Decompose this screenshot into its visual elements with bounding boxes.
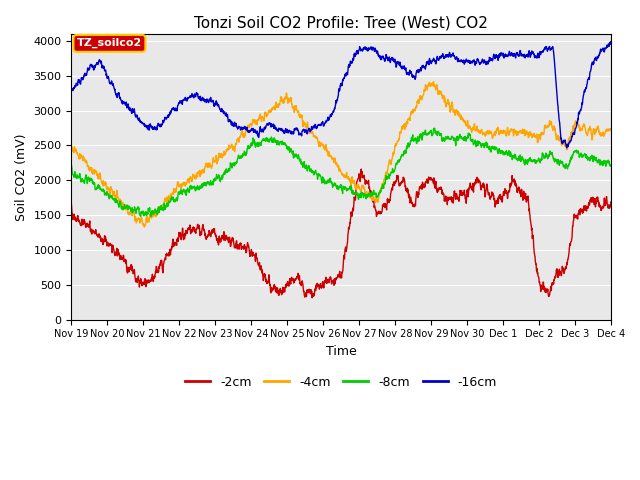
Y-axis label: Soil CO2 (mV): Soil CO2 (mV) [15,133,28,221]
Legend: -2cm, -4cm, -8cm, -16cm: -2cm, -4cm, -8cm, -16cm [180,371,502,394]
Text: TZ_soilco2: TZ_soilco2 [77,38,142,48]
X-axis label: Time: Time [326,345,356,358]
Title: Tonzi Soil CO2 Profile: Tree (West) CO2: Tonzi Soil CO2 Profile: Tree (West) CO2 [194,15,488,30]
